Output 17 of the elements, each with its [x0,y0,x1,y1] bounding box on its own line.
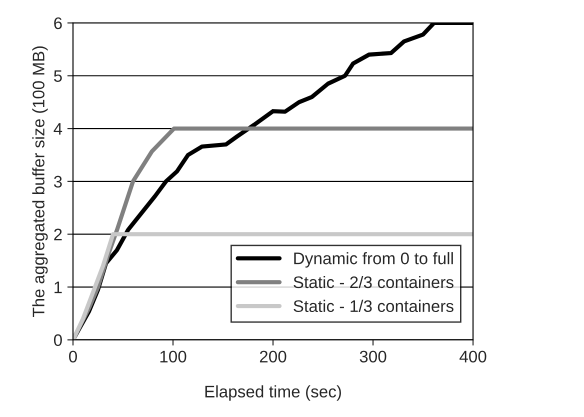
y-tick-label: 3 [54,176,62,188]
y-tick-label: 6 [54,17,62,30]
legend-label: Dynamic from 0 to full [294,252,453,268]
x-tick-label: 100 [160,350,186,363]
legend-label: Static - 1/3 containers [294,300,454,312]
y-tick-label: 5 [54,70,62,82]
x-tick-label: 300 [360,350,386,363]
y-tick-label: 0 [54,334,62,346]
y-tick-label: 2 [54,228,62,240]
y-tick-label: 1 [54,282,62,294]
y-tick-label: 4 [54,123,62,135]
x-tick-label: 400 [460,350,486,363]
x-tick-label: 200 [260,350,286,363]
y-axis-title: The aggregated buffer size (100 MB) [32,46,48,318]
x-tick-label: 0 [69,350,77,363]
x-axis-title: Elapsed time (sec) [205,385,341,401]
legend-label: Static - 2/3 containers [294,276,454,288]
